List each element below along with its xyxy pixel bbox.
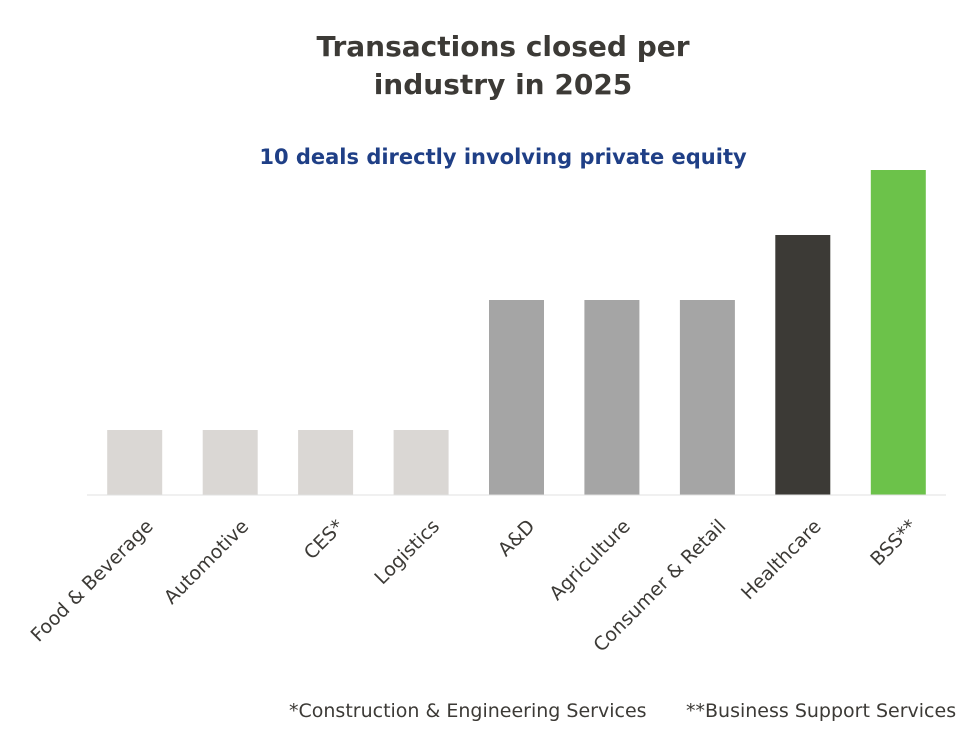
bars-group (107, 170, 926, 495)
bar-food-beverage (107, 430, 163, 495)
x-tick-label: CES* (300, 515, 349, 564)
bar-consumer-retail (679, 300, 735, 495)
bar-a-d (489, 300, 544, 495)
chart-title-line-1: Transactions closed per (316, 30, 690, 63)
x-tick-label: Logistics (370, 515, 444, 589)
x-tick-labels: Food & Beverage Automotive CES* Logistics A&… (27, 515, 922, 656)
bar-bss (870, 170, 926, 495)
x-tick-label: A&D (494, 515, 540, 561)
footnote-bss: **Business Support Services (686, 700, 957, 722)
bar-healthcare (775, 235, 831, 495)
x-tick-label: Automotive (160, 515, 253, 608)
bar-automotive (202, 430, 258, 495)
x-tick-label: BSS** (866, 515, 921, 570)
chart-title: Transactions closed per industry in 2025 (0, 28, 972, 104)
chart-annotation: 10 deals directly involving private equi… (259, 145, 747, 169)
x-tick-label: Healthcare (737, 515, 826, 604)
bar-agriculture (584, 300, 640, 495)
bar-logistics (393, 430, 449, 495)
x-tick-label: Food & Beverage (27, 515, 158, 646)
chart-title-line-2: industry in 2025 (373, 68, 633, 101)
x-tick-label: Agriculture (545, 515, 634, 604)
bar-ces (298, 430, 354, 495)
footnote-ces: *Construction & Engineering Services (289, 700, 647, 722)
